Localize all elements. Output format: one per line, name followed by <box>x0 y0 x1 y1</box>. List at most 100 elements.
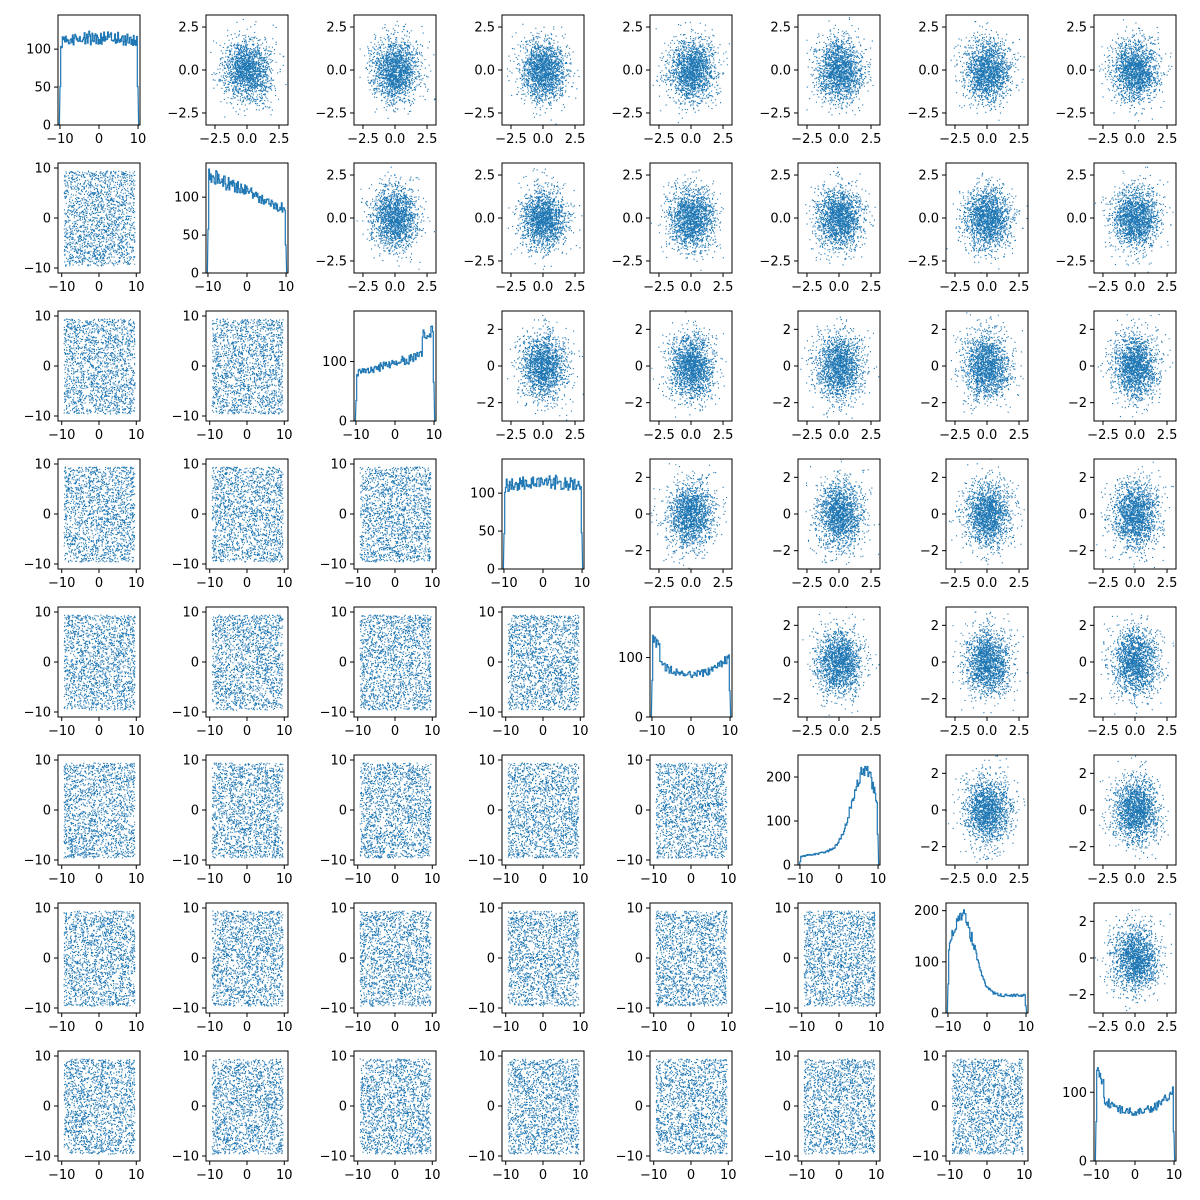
x-tick-label: −10 <box>48 724 75 739</box>
y-tick-label: 10 <box>330 1050 347 1065</box>
y-tick-label: 10 <box>182 1050 199 1065</box>
y-tick-label: 100 <box>26 43 51 58</box>
y-tick-label: −10 <box>24 706 51 721</box>
x-tick-label: 0.0 <box>829 132 850 147</box>
y-tick-label: −2 <box>624 544 643 559</box>
y-tick-label: 100 <box>618 651 643 666</box>
panel-r7-c4: −10 0 10 −10 0 10 <box>616 1050 737 1184</box>
x-tick-label: −10 <box>344 1168 371 1183</box>
scatter-dots <box>805 163 876 266</box>
y-tick-label: −10 <box>764 1002 791 1017</box>
y-tick-label: 2.5 <box>918 21 939 36</box>
y-tick-label: 10 <box>478 754 495 769</box>
scatter-dots <box>211 318 284 415</box>
x-tick-label: 0 <box>95 1168 103 1183</box>
y-tick-label: −2 <box>1068 396 1087 411</box>
scatter-dots <box>63 318 136 415</box>
scatter-points <box>655 1058 728 1155</box>
x-tick-label: 0.0 <box>681 428 702 443</box>
panel-r0-c3: −2.5 0.0 2.5 −2.5 0.0 2.5 <box>463 14 585 147</box>
x-tick-label: 0 <box>95 872 103 887</box>
x-tick-label: 2.5 <box>861 280 882 295</box>
scatter-points <box>507 311 584 421</box>
y-tick-label: 2.5 <box>918 169 939 184</box>
y-tick-label: −2 <box>772 544 791 559</box>
scatter-dots <box>800 316 880 419</box>
x-tick-label: 0.0 <box>977 724 998 739</box>
y-tick-label: 10 <box>182 310 199 325</box>
y-tick-label: 50 <box>478 525 495 540</box>
y-tick-label: −2.5 <box>907 106 939 121</box>
y-tick-label: 10 <box>774 1050 791 1065</box>
scatter-dots <box>651 311 727 418</box>
scatter-dots <box>359 20 436 119</box>
x-tick-label: 10 <box>1166 1168 1183 1183</box>
x-tick-label: −10 <box>48 280 75 295</box>
y-tick-label: 2 <box>1079 323 1087 338</box>
y-tick-label: 0 <box>487 563 495 578</box>
scatter-points <box>650 169 724 271</box>
panel-r5-c1: −10 0 10 −10 0 10 <box>172 754 293 888</box>
y-tick-label: 50 <box>182 229 199 244</box>
panel-r0-c5: −2.5 0.0 2.5 −2.5 0.0 2.5 <box>759 14 881 147</box>
y-tick-label: 0 <box>487 1100 495 1115</box>
y-tick-label: 100 <box>470 487 495 502</box>
panel-r0-c4: −2.5 0.0 2.5 −2.5 0.0 2.5 <box>611 14 733 147</box>
y-tick-label: 10 <box>330 458 347 473</box>
y-tick-label: 100 <box>174 191 199 206</box>
x-tick-label: 2.5 <box>1009 132 1030 147</box>
y-tick-label: 0 <box>43 656 51 671</box>
scatter-points <box>802 607 880 716</box>
x-tick-label: 10 <box>572 1168 589 1183</box>
x-tick-label: −2.5 <box>1087 724 1119 739</box>
scatter-points <box>507 910 580 1007</box>
y-tick-label: 0 <box>1079 952 1087 967</box>
y-tick-label: 10 <box>34 1050 51 1065</box>
y-tick-label: 10 <box>34 310 51 325</box>
y-tick-label: 10 <box>626 902 643 917</box>
x-tick-label: 0 <box>243 280 251 295</box>
x-tick-label: 2.5 <box>565 132 586 147</box>
x-tick-label: 10 <box>424 576 441 591</box>
x-tick-label: −10 <box>344 1020 371 1035</box>
scatter-points <box>211 910 284 1007</box>
panel-r2-c4: −2.5 0.0 2.5 −2 0 2 <box>624 310 733 443</box>
x-tick-label: −2.5 <box>1087 132 1119 147</box>
x-tick-label: 0.0 <box>977 872 998 887</box>
x-tick-label: 0.0 <box>681 576 702 591</box>
panel-r4-c6: −2.5 0.0 2.5 −2 0 2 <box>920 606 1029 739</box>
scatter-points <box>507 762 580 859</box>
y-tick-label: −10 <box>320 1002 347 1017</box>
panel-r2-c3: −2.5 0.0 2.5 −2 0 2 <box>476 310 585 443</box>
histogram <box>650 634 732 717</box>
y-tick-label: 0 <box>931 656 939 671</box>
panel-r7-c0: −10 0 10 −10 0 10 <box>24 1050 145 1184</box>
y-tick-label: −10 <box>24 262 51 277</box>
scatter-dots <box>359 466 432 563</box>
scatter-points <box>359 910 432 1007</box>
y-tick-label: −10 <box>468 854 495 869</box>
x-tick-label: −10 <box>48 576 75 591</box>
y-tick-label: 2.5 <box>1066 169 1087 184</box>
y-tick-label: −10 <box>172 706 199 721</box>
scatter-dots <box>655 910 728 1007</box>
y-tick-label: −2.5 <box>315 106 347 121</box>
x-tick-label: −2.5 <box>1087 1020 1119 1035</box>
y-tick-label: −10 <box>320 558 347 573</box>
scatter-dots <box>507 311 584 421</box>
x-tick-label: 2.5 <box>1009 428 1030 443</box>
scatter-dots <box>805 459 880 565</box>
y-tick-label: 0 <box>487 360 495 375</box>
x-tick-label: 0 <box>243 724 251 739</box>
scatter-points <box>63 1058 136 1155</box>
scatter-points <box>359 1058 432 1155</box>
scatter-dots <box>507 910 580 1007</box>
x-tick-label: −10 <box>196 1168 223 1183</box>
y-tick-label: 0 <box>783 859 791 874</box>
y-tick-label: 2 <box>1079 767 1087 782</box>
panel-r7-c6: −10 0 10 −10 0 10 <box>912 1050 1033 1184</box>
y-tick-label: −10 <box>24 1002 51 1017</box>
